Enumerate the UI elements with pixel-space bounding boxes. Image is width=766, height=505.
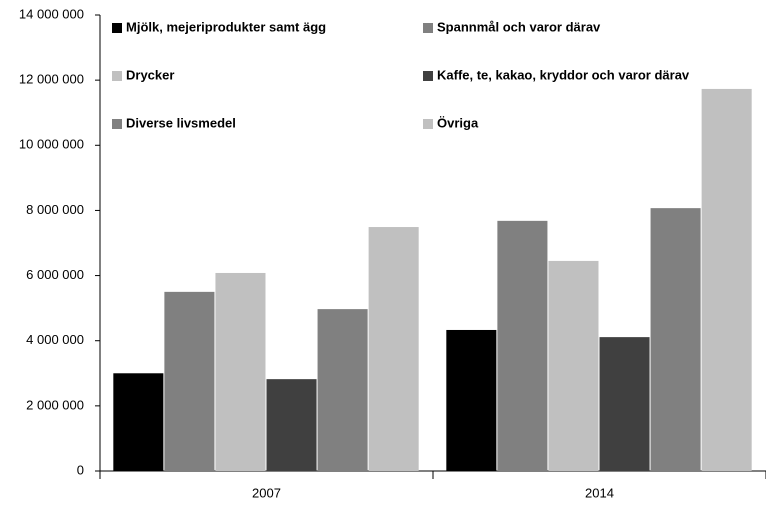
bar bbox=[548, 260, 599, 471]
bar bbox=[266, 379, 317, 471]
bar bbox=[215, 272, 266, 471]
y-tick-label: 14 000 000 bbox=[19, 6, 84, 21]
bar bbox=[650, 208, 701, 472]
legend-label: Övriga bbox=[437, 115, 479, 130]
legend-label: Spannmål och varor därav bbox=[437, 19, 601, 34]
y-tick-label: 8 000 000 bbox=[26, 202, 84, 217]
x-tick-label: 2014 bbox=[585, 485, 614, 500]
y-tick-label: 2 000 000 bbox=[26, 397, 84, 412]
y-tick-label: 6 000 000 bbox=[26, 267, 84, 282]
bar bbox=[164, 291, 215, 471]
legend-label: Diverse livsmedel bbox=[126, 115, 236, 130]
bar bbox=[317, 309, 368, 471]
legend-swatch bbox=[423, 71, 433, 81]
legend-swatch bbox=[112, 119, 122, 129]
bar bbox=[368, 227, 419, 471]
bar bbox=[446, 329, 497, 471]
y-tick-label: 4 000 000 bbox=[26, 332, 84, 347]
y-tick-label: 10 000 000 bbox=[19, 137, 84, 152]
legend-swatch bbox=[423, 119, 433, 129]
bar bbox=[599, 337, 650, 471]
legend-label: Kaffe, te, kakao, kryddor och varor dära… bbox=[437, 67, 690, 82]
legend-swatch bbox=[112, 71, 122, 81]
bar bbox=[113, 373, 164, 471]
legend-label: Drycker bbox=[126, 67, 174, 82]
bar bbox=[701, 88, 752, 472]
y-tick-label: 12 000 000 bbox=[19, 72, 84, 87]
y-tick-label: 0 bbox=[77, 462, 84, 477]
legend-swatch bbox=[423, 23, 433, 33]
x-tick-label: 2007 bbox=[252, 485, 281, 500]
bar bbox=[497, 220, 548, 471]
legend-swatch bbox=[112, 23, 122, 33]
legend-label: Mjölk, mejeriprodukter samt ägg bbox=[126, 19, 326, 34]
